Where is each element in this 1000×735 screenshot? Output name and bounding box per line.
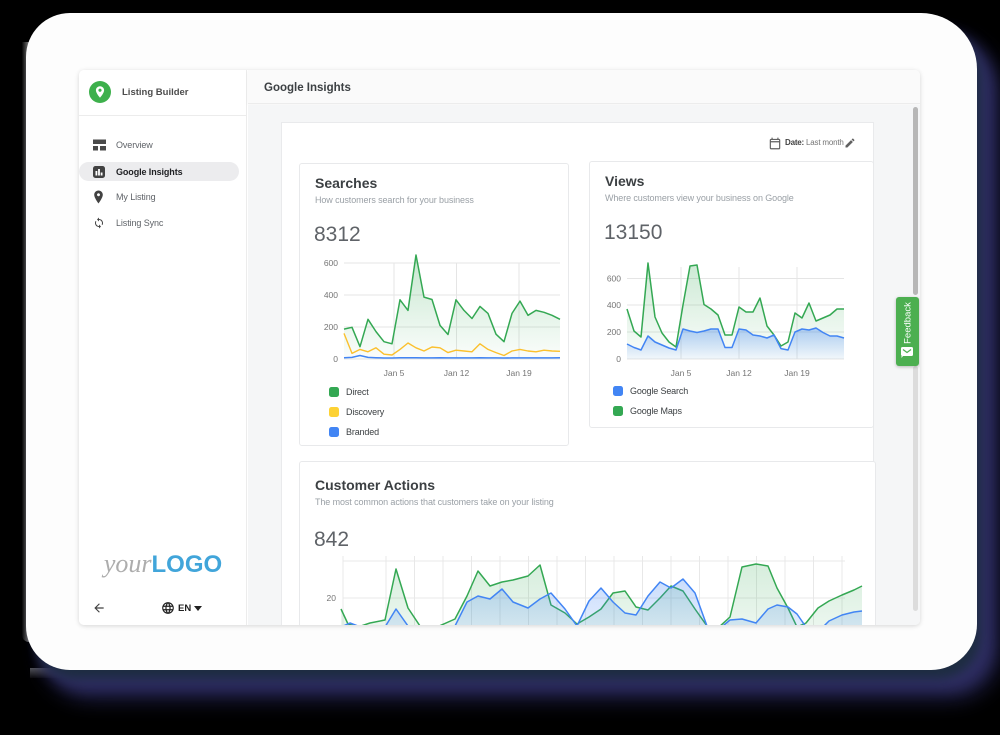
svg-text:Jan 12: Jan 12 [726,368,752,378]
svg-text:600: 600 [607,274,621,284]
svg-text:Jan 5: Jan 5 [384,368,405,378]
svg-text:200: 200 [324,322,338,332]
svg-text:0: 0 [616,354,621,364]
svg-text:Jan 5: Jan 5 [671,368,692,378]
svg-text:Jan 12: Jan 12 [444,368,470,378]
svg-text:600: 600 [324,258,338,268]
svg-text:Jan 19: Jan 19 [784,368,810,378]
svg-text:200: 200 [607,327,621,337]
svg-text:0: 0 [333,354,338,364]
svg-text:Jan 19: Jan 19 [506,368,532,378]
svg-text:20: 20 [327,593,337,603]
svg-text:400: 400 [607,300,621,310]
svg-text:400: 400 [324,290,338,300]
